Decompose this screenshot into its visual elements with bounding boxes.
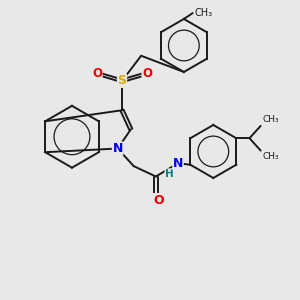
Text: CH₃: CH₃ (194, 8, 212, 18)
Text: O: O (92, 67, 102, 80)
Text: S: S (118, 74, 127, 87)
Text: CH₃: CH₃ (262, 152, 279, 161)
Text: N: N (173, 157, 183, 170)
Text: O: O (154, 194, 164, 207)
Text: H: H (165, 169, 173, 178)
Text: N: N (112, 142, 123, 155)
Text: CH₃: CH₃ (262, 116, 279, 124)
Text: O: O (142, 67, 152, 80)
